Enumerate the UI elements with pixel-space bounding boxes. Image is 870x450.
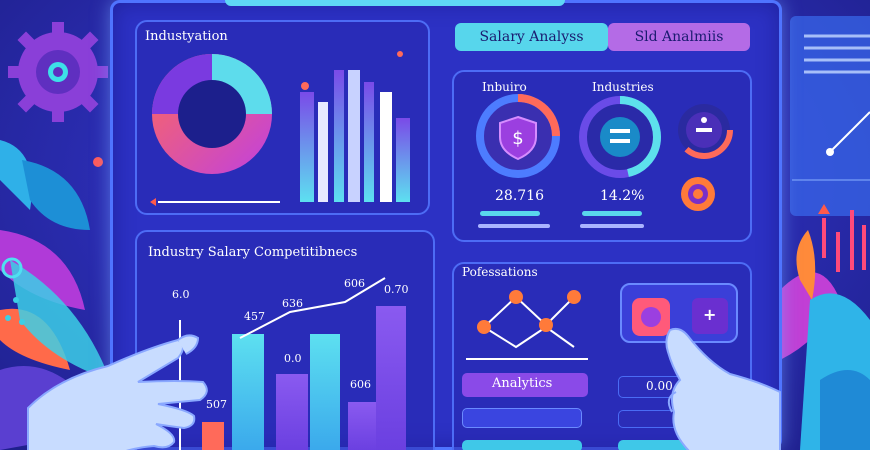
right-hand (665, 327, 781, 450)
professions-line-chart (466, 290, 588, 360)
kpi-value-2: 14.2% (600, 188, 645, 204)
salary-value-4: 606 (344, 277, 365, 290)
left-hand (27, 334, 208, 450)
value-field-label: 0.00 (646, 379, 673, 393)
professions-panel-title: Pofessations (462, 265, 538, 279)
salary-value-1: 6.0 (172, 288, 190, 301)
salary-value-8: 507 (206, 398, 227, 411)
profession-row-3[interactable] (462, 440, 582, 450)
salary-value-5: 0.70 (384, 283, 409, 296)
tab-salary-analysis[interactable]: Salary Analyss (455, 23, 608, 51)
kpi-bar-1 (480, 211, 540, 216)
analytics-button[interactable] (462, 373, 588, 397)
analytics-button-label: Analytics (492, 376, 553, 391)
salary-bar-chart (179, 277, 406, 450)
kpi-caption-2 (580, 224, 644, 228)
kpi-label-2: Industries (592, 80, 654, 94)
industry-baseline (150, 198, 280, 206)
right-decoration (780, 16, 870, 450)
kpi-ring-2 (579, 96, 662, 178)
header-strip (225, 0, 565, 6)
salary-value-2: 457 (244, 310, 265, 323)
profession-card-icons (632, 298, 728, 336)
industry-panel-title: Industyation (145, 29, 228, 44)
dollar-icon: $ (512, 128, 523, 149)
kpi-caption-1 (478, 224, 550, 228)
salary-value-3: 636 (282, 297, 303, 310)
salary-value-6: 0.0 (284, 352, 302, 365)
donut-chart (152, 54, 272, 174)
tab-sld-analysis[interactable]: Sld Analmiis (608, 23, 750, 51)
industry-bar-chart (300, 51, 410, 202)
target-icon (681, 177, 715, 211)
gear-icon (8, 22, 108, 122)
profession-row-1[interactable] (462, 408, 582, 428)
salary-panel-title: Industry Salary Competitibnecs (148, 245, 358, 260)
salary-value-7: 606 (350, 378, 371, 391)
profession-row-4[interactable] (618, 440, 738, 450)
kpi-label-1: Inbuiro (482, 80, 527, 94)
kpi-bar-2 (582, 211, 642, 216)
plus-icon[interactable]: + (703, 305, 717, 324)
kpi-ring-3 (675, 101, 733, 159)
kpi-value-1: 28.716 (495, 188, 544, 204)
shield-icon (499, 115, 537, 161)
kpi-ring-1: $ (476, 94, 560, 178)
